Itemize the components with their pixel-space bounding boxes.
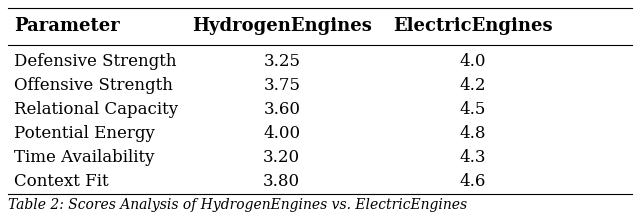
- Text: 3.20: 3.20: [263, 149, 300, 166]
- Text: Potential Energy: Potential Energy: [14, 125, 155, 142]
- Text: 4.2: 4.2: [460, 77, 486, 94]
- Text: 3.80: 3.80: [263, 173, 300, 190]
- Text: 4.0: 4.0: [460, 53, 486, 70]
- Text: ElectricEngines: ElectricEngines: [393, 17, 553, 35]
- Text: Context Fit: Context Fit: [14, 173, 109, 190]
- Text: 4.6: 4.6: [460, 173, 486, 190]
- Text: Parameter: Parameter: [14, 17, 120, 35]
- Text: 4.00: 4.00: [263, 125, 300, 142]
- Text: Table 2: Scores Analysis of HydrogenEngines vs. ElectricEngines: Table 2: Scores Analysis of HydrogenEngi…: [8, 198, 467, 212]
- Text: Defensive Strength: Defensive Strength: [14, 53, 177, 70]
- Text: Offensive Strength: Offensive Strength: [14, 77, 173, 94]
- Text: 4.5: 4.5: [460, 101, 486, 118]
- Text: Relational Capacity: Relational Capacity: [14, 101, 179, 118]
- Text: 3.75: 3.75: [263, 77, 300, 94]
- Text: 4.8: 4.8: [460, 125, 486, 142]
- Text: 3.60: 3.60: [263, 101, 300, 118]
- Text: HydrogenEngines: HydrogenEngines: [192, 17, 372, 35]
- Text: 3.25: 3.25: [263, 53, 300, 70]
- Text: 4.3: 4.3: [460, 149, 486, 166]
- Text: Time Availability: Time Availability: [14, 149, 155, 166]
